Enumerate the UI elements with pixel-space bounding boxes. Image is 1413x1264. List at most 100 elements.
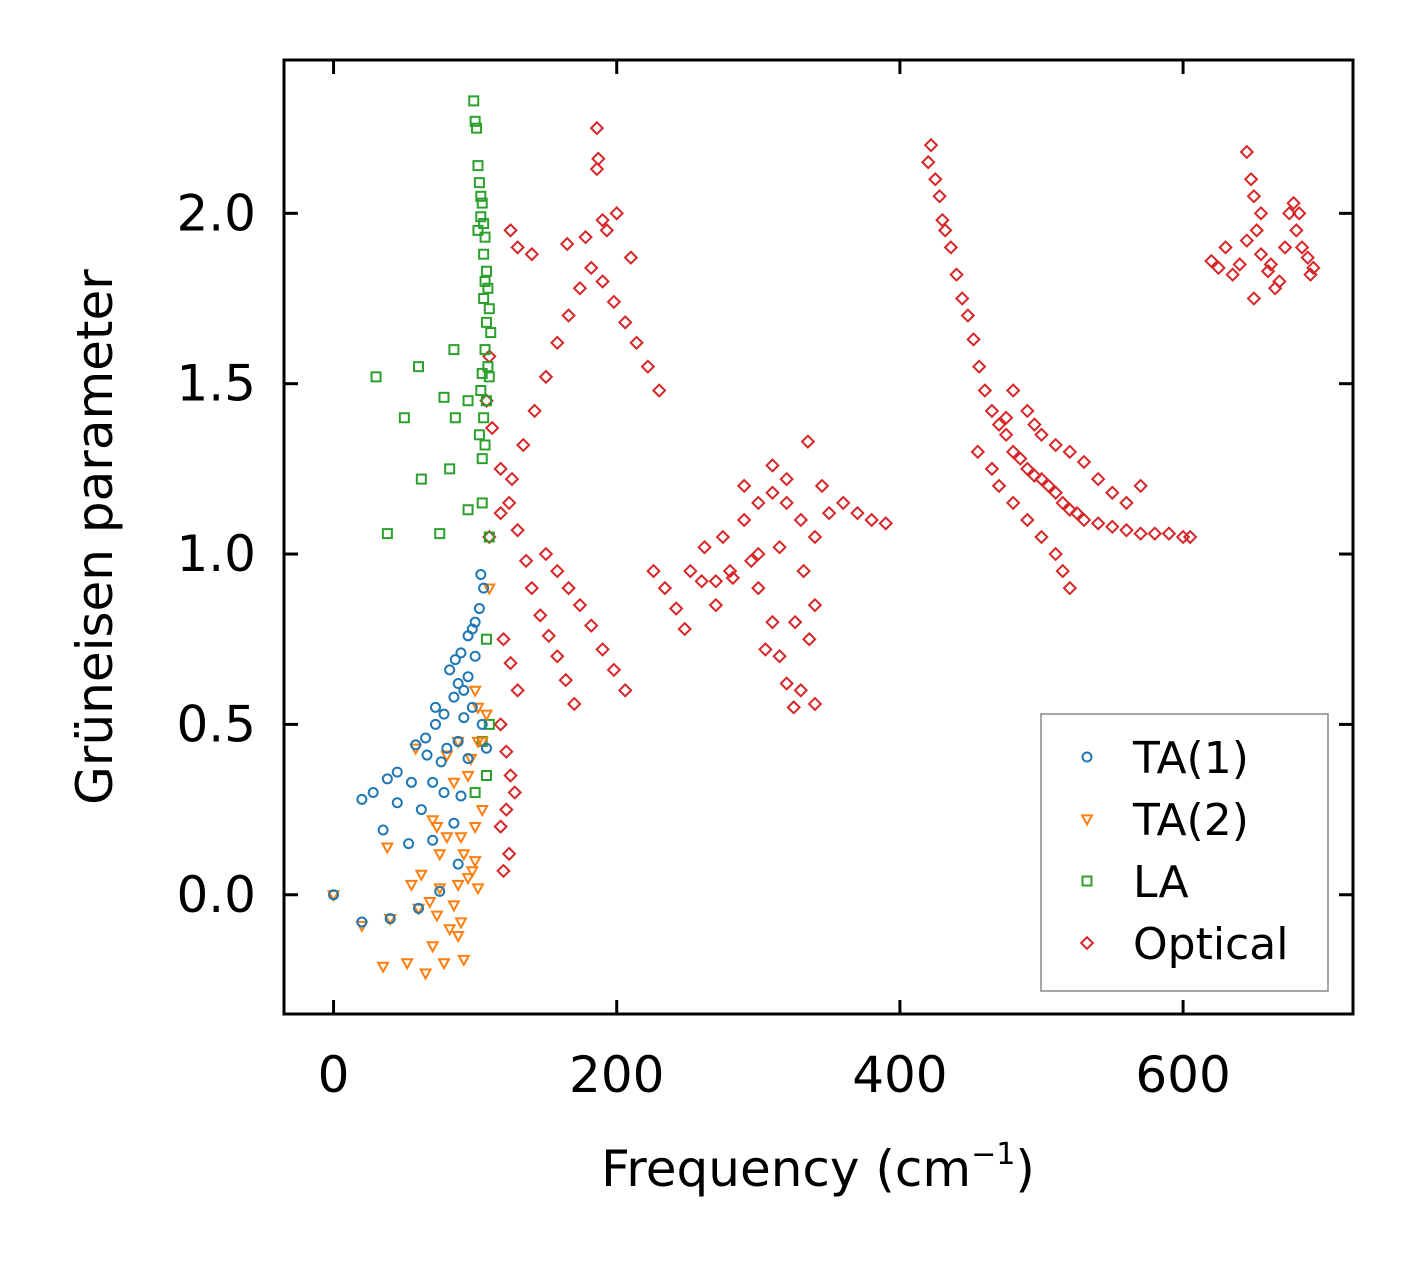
data-point — [449, 654, 461, 666]
data-point — [438, 708, 450, 720]
data-point — [949, 267, 964, 282]
data-point — [420, 732, 432, 744]
data-point — [758, 642, 773, 657]
data-point — [427, 834, 439, 846]
data-point — [499, 802, 514, 817]
data-point — [1105, 519, 1120, 535]
data-point — [452, 858, 464, 870]
data-point — [480, 265, 492, 277]
data-point — [478, 218, 490, 230]
data-point — [793, 683, 809, 698]
data-point — [438, 391, 450, 403]
data-point — [583, 618, 599, 633]
data-point — [1055, 563, 1071, 579]
data-point — [1211, 260, 1226, 276]
data-point — [437, 958, 451, 971]
series-layer — [326, 95, 1321, 981]
data-point — [478, 293, 490, 304]
data-point — [444, 463, 456, 475]
data-point — [1034, 471, 1049, 487]
data-point — [476, 718, 488, 730]
y-tick-label: 0.5 — [176, 695, 256, 753]
data-point — [451, 879, 465, 893]
data-point — [468, 856, 482, 869]
data-point — [475, 804, 489, 818]
data-point — [1048, 485, 1063, 500]
data-point — [469, 115, 481, 127]
data-point — [447, 777, 461, 790]
data-point — [462, 504, 474, 516]
data-point — [423, 896, 437, 910]
data-point — [998, 410, 1014, 426]
data-point — [501, 495, 517, 511]
data-point — [1294, 240, 1310, 255]
data-point — [448, 691, 460, 703]
data-point — [479, 231, 491, 243]
data-point — [496, 631, 511, 647]
data-point — [367, 787, 379, 799]
data-point — [510, 522, 525, 538]
data-point — [465, 866, 479, 879]
data-point — [440, 832, 454, 845]
data-point — [471, 883, 485, 896]
data-point — [430, 910, 444, 923]
data-point — [476, 453, 488, 465]
data-point — [480, 742, 492, 754]
data-point — [751, 495, 766, 511]
data-point — [779, 471, 794, 487]
data-point — [1076, 454, 1092, 470]
data-point — [434, 885, 446, 897]
data-point — [1306, 260, 1321, 276]
data-point — [943, 240, 959, 255]
data-point — [1048, 437, 1063, 453]
legend-marker — [1080, 814, 1094, 827]
data-point — [473, 603, 485, 615]
data-point — [410, 739, 422, 751]
data-point — [1225, 267, 1240, 282]
data-point — [466, 623, 478, 635]
data-point — [418, 968, 433, 981]
x-tick-label: 0 — [318, 1046, 350, 1104]
data-point — [458, 684, 470, 696]
data-point — [426, 941, 440, 954]
data-point — [413, 361, 425, 373]
data-point — [510, 683, 525, 698]
data-point — [715, 529, 731, 545]
data-point — [476, 197, 488, 209]
data-point — [1041, 478, 1056, 494]
data-point — [1204, 253, 1219, 269]
data-point — [1243, 171, 1259, 187]
data-point — [960, 308, 976, 323]
data-point — [356, 793, 368, 805]
data-point — [772, 648, 787, 664]
data-point — [617, 683, 633, 698]
data-point — [1048, 546, 1063, 562]
legend-marker — [1079, 935, 1095, 951]
data-point — [482, 583, 496, 596]
data-point — [430, 718, 442, 730]
data-point — [1286, 195, 1301, 211]
data-point — [1253, 246, 1269, 262]
data-point — [524, 246, 540, 262]
series-optical — [479, 120, 1321, 879]
data-point — [328, 889, 340, 901]
legend-marker — [1081, 751, 1093, 763]
data-point — [499, 744, 514, 759]
data-point — [493, 717, 508, 732]
data-point — [1239, 233, 1255, 248]
data-point — [578, 229, 593, 245]
data-point — [473, 177, 485, 189]
data-point — [561, 308, 576, 323]
data-point — [448, 344, 460, 356]
data-point — [475, 211, 487, 223]
data-point — [376, 961, 390, 974]
data-point — [814, 478, 830, 494]
data-point — [970, 444, 986, 460]
data-point — [1020, 512, 1035, 528]
data-point — [796, 563, 811, 579]
data-point — [503, 223, 518, 238]
data-point — [599, 223, 615, 238]
data-point — [591, 151, 606, 167]
data-point — [595, 212, 610, 228]
